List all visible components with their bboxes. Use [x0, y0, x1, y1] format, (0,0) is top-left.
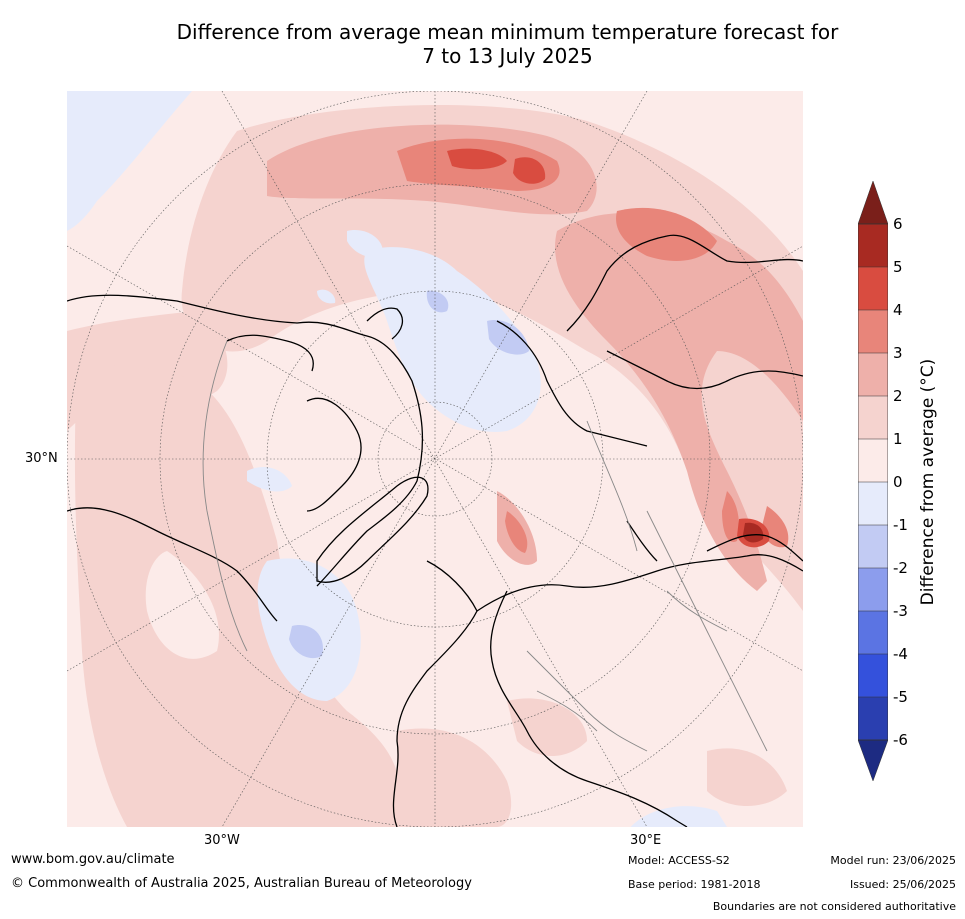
colorbar-bin-m1-0 [858, 482, 888, 525]
colorbar-bin-0-1 [858, 439, 888, 482]
colorbar-tick: -3 [893, 602, 908, 620]
colorbar-title: Difference from average (°C) [918, 358, 938, 606]
website-link[interactable]: www.bom.gov.au/climate [11, 852, 175, 867]
colorbar-bin-m4-m3 [858, 611, 888, 654]
colorbar-tick: 2 [893, 387, 903, 405]
colorbar-tick: -1 [893, 516, 908, 534]
title-line-2: 7 to 13 July 2025 [422, 44, 593, 68]
disclaimer-text: Boundaries are not considered authoritat… [712, 900, 956, 913]
lon-label-30w: 30°W [204, 833, 240, 848]
issued-text: Issued: 25/06/2025 [849, 878, 956, 891]
chart-title: Difference from average mean minimum tem… [0, 20, 965, 68]
colorbar-bin-3-4 [858, 310, 888, 353]
polar-map [67, 91, 803, 827]
colorbar [857, 180, 889, 782]
base-period-text: Base period: 1981-2018 [628, 878, 761, 891]
colorbar-bin-5-6 [858, 224, 888, 267]
colorbar-tick: 4 [893, 301, 903, 319]
lon-label-30e: 30°E [630, 833, 662, 848]
colorbar-tick: 1 [893, 430, 903, 448]
lat-label-30n: 30°N [25, 451, 58, 466]
colorbar-bin-m3-m2 [858, 568, 888, 611]
colorbar-tick: 5 [893, 258, 903, 276]
colorbar-bin-1-2 [858, 396, 888, 439]
colorbar-tick: -5 [893, 688, 908, 706]
colorbar-tick: -4 [893, 645, 908, 663]
colorbar-bin-m5-m4 [858, 654, 888, 697]
colorbar-tick: 6 [893, 215, 903, 233]
model-run-text: Model run: 23/06/2025 [830, 854, 956, 867]
colorbar-bin-4-5 [858, 267, 888, 310]
colorbar-tick: 3 [893, 344, 903, 362]
colorbar-bin-m6-m5 [858, 697, 888, 740]
colorbar-extend-low [857, 739, 889, 782]
copyright-text: © Commonwealth of Australia 2025, Austra… [11, 876, 472, 891]
colorbar-tick: 0 [893, 473, 903, 491]
colorbar-tick: -2 [893, 559, 908, 577]
colorbar-bin-2-3 [858, 353, 888, 396]
colorbar-bin-m2-m1 [858, 525, 888, 568]
model-text: Model: ACCESS-S2 [628, 854, 730, 867]
colorbar-tick: -6 [893, 731, 908, 749]
colorbar-extend-high [857, 180, 889, 225]
title-line-1: Difference from average mean minimum tem… [176, 20, 839, 44]
